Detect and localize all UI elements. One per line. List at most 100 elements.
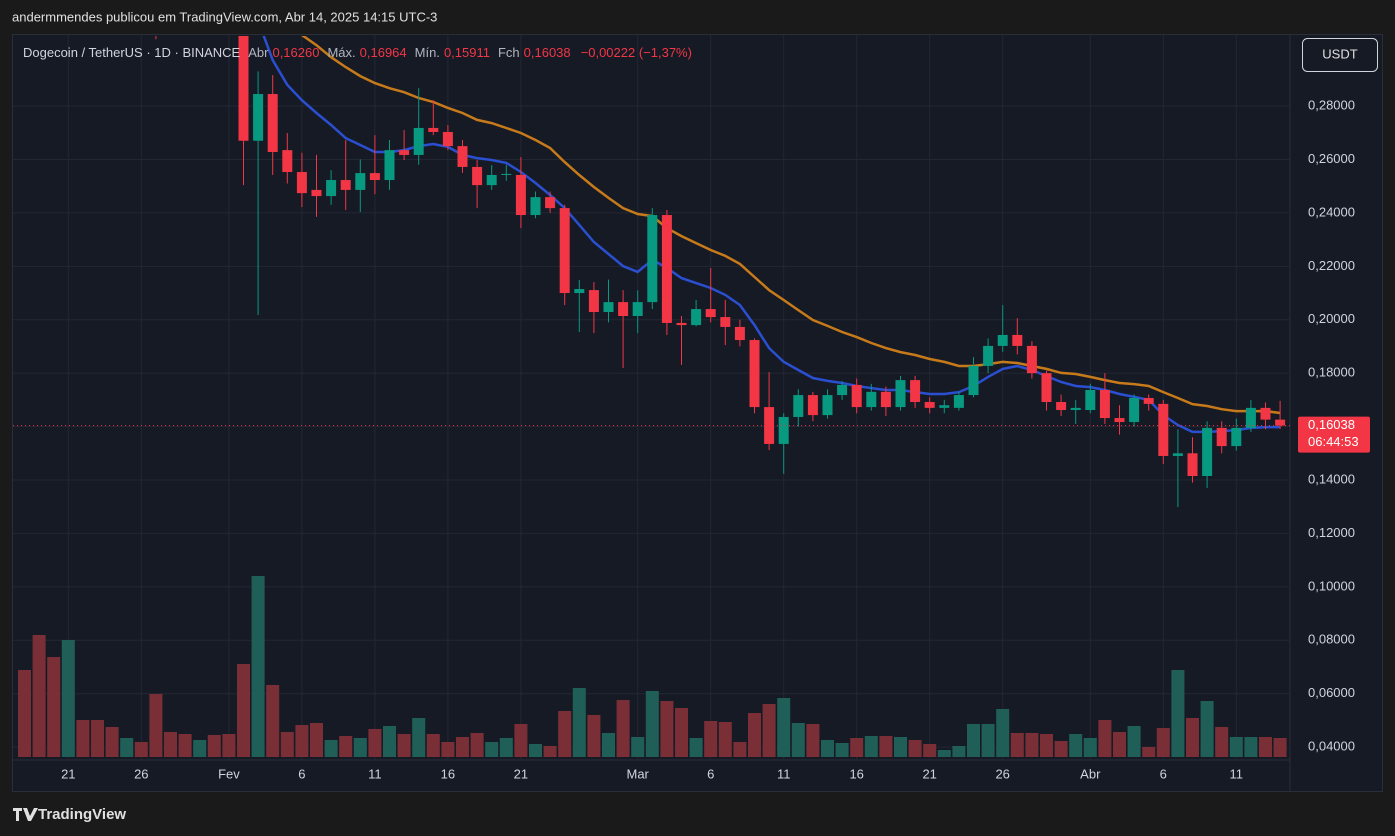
field-value: 0,16260	[272, 45, 320, 60]
volume-bar	[894, 737, 907, 757]
brand: TradingView	[38, 806, 126, 823]
y-tick-label: 0,22000	[1308, 258, 1355, 273]
volume-bar	[850, 738, 864, 757]
x-tick-label: 21	[922, 766, 936, 781]
candle-body	[953, 395, 964, 408]
volume-bar	[1215, 727, 1229, 757]
volume-bar	[864, 736, 878, 757]
y-tick-label: 0,26000	[1308, 151, 1355, 166]
currency-button[interactable]	[1302, 38, 1378, 72]
x-tick-label: 6	[1160, 766, 1167, 781]
volume-bar	[937, 750, 951, 757]
candle-body	[1026, 345, 1037, 374]
x-tick-label: 26	[995, 766, 1009, 781]
candle-body	[588, 290, 599, 312]
volume-bar	[178, 734, 192, 757]
volume-bar	[660, 701, 674, 757]
volume-bar	[879, 736, 893, 757]
volume-bar	[222, 734, 236, 757]
volume-bar	[1083, 738, 1097, 757]
volume-bar	[353, 738, 367, 757]
volume-bar	[777, 698, 791, 757]
volume-bar	[1244, 737, 1258, 757]
candle-body	[983, 345, 994, 366]
candle-body	[895, 380, 906, 408]
candle-body	[807, 395, 818, 416]
countdown: 06:44:53	[1308, 434, 1359, 449]
volume-bar	[1025, 733, 1039, 757]
candle-body	[282, 150, 293, 173]
volume-bar	[967, 724, 980, 757]
volume-bar	[441, 742, 455, 757]
volume-bar	[689, 738, 703, 757]
candle-body	[369, 173, 380, 181]
candle-body	[691, 309, 702, 326]
axes: 0,04000 0,06000 0,08000 0,10000 0,12000 0,140…	[13, 97, 1370, 781]
volume-bar	[295, 725, 309, 757]
candle-body	[1202, 427, 1213, 476]
volume-bar	[1156, 728, 1170, 757]
field-value: 0,16964	[359, 45, 407, 60]
candle-body	[1172, 453, 1183, 456]
candle-body	[647, 215, 658, 303]
y-tick-label: 0,10000	[1308, 578, 1355, 593]
y-tick-label: 0,04000	[1308, 739, 1355, 754]
candle-body	[1099, 389, 1110, 419]
volume-bar	[149, 694, 163, 757]
field-value: 0,16038	[523, 45, 571, 60]
candle-body	[253, 94, 264, 141]
volume-bar	[91, 720, 104, 757]
candle-body	[968, 365, 979, 396]
volume-bar	[572, 688, 586, 757]
candle-body	[1114, 418, 1125, 423]
field-name: Mín.	[414, 45, 440, 60]
candle-body	[472, 166, 483, 186]
candle-body	[1085, 389, 1096, 411]
last-price-tag	[1298, 416, 1370, 453]
x-tick-label: Fev	[218, 766, 240, 781]
volume-bar	[733, 742, 747, 757]
volume-bar	[1200, 701, 1214, 757]
volume-bar	[18, 670, 31, 757]
candle-body	[1187, 453, 1198, 476]
candle-body	[238, 36, 249, 141]
candle-body	[837, 384, 848, 396]
candle-body	[515, 174, 526, 216]
field-name: Máx.	[327, 45, 356, 60]
y-tick-label: 0,12000	[1308, 525, 1355, 540]
x-tick-label: 6	[707, 766, 714, 781]
volume-bar	[791, 723, 805, 757]
candle-body	[749, 340, 760, 408]
volume-bar	[529, 744, 542, 757]
y-tick-label: 0,14000	[1308, 471, 1355, 486]
candle-body	[442, 131, 453, 147]
volume-bar	[324, 740, 338, 757]
volume-bar	[397, 734, 411, 757]
volume-bar	[280, 732, 294, 757]
volume-bar	[134, 742, 148, 757]
candle-body	[1129, 398, 1140, 423]
candle-body	[866, 391, 877, 408]
y-tick-label: 0,24000	[1308, 204, 1355, 219]
candle-body	[1245, 407, 1256, 428]
volume-bar	[47, 657, 61, 757]
volume-bar	[1113, 732, 1126, 757]
candle-body	[399, 150, 410, 155]
volume-bar	[237, 664, 250, 757]
volume-bar	[1171, 670, 1185, 757]
volume-bar	[1229, 737, 1243, 757]
volume-bar	[76, 720, 90, 757]
candles	[155, 36, 1286, 507]
last-price-label: 0,16038	[1308, 417, 1355, 432]
volume-bar	[499, 738, 513, 757]
candle-body	[851, 384, 862, 408]
candle-body	[1216, 427, 1227, 447]
volume-bar	[645, 691, 659, 757]
volume-bar	[1040, 734, 1053, 757]
volume-bar	[368, 729, 382, 757]
volume-bar	[383, 726, 396, 757]
field-name: Fch	[497, 45, 520, 60]
currency-label[interactable]: USDT	[1322, 46, 1357, 61]
volume-bar	[602, 733, 615, 757]
candle-body	[311, 189, 322, 197]
